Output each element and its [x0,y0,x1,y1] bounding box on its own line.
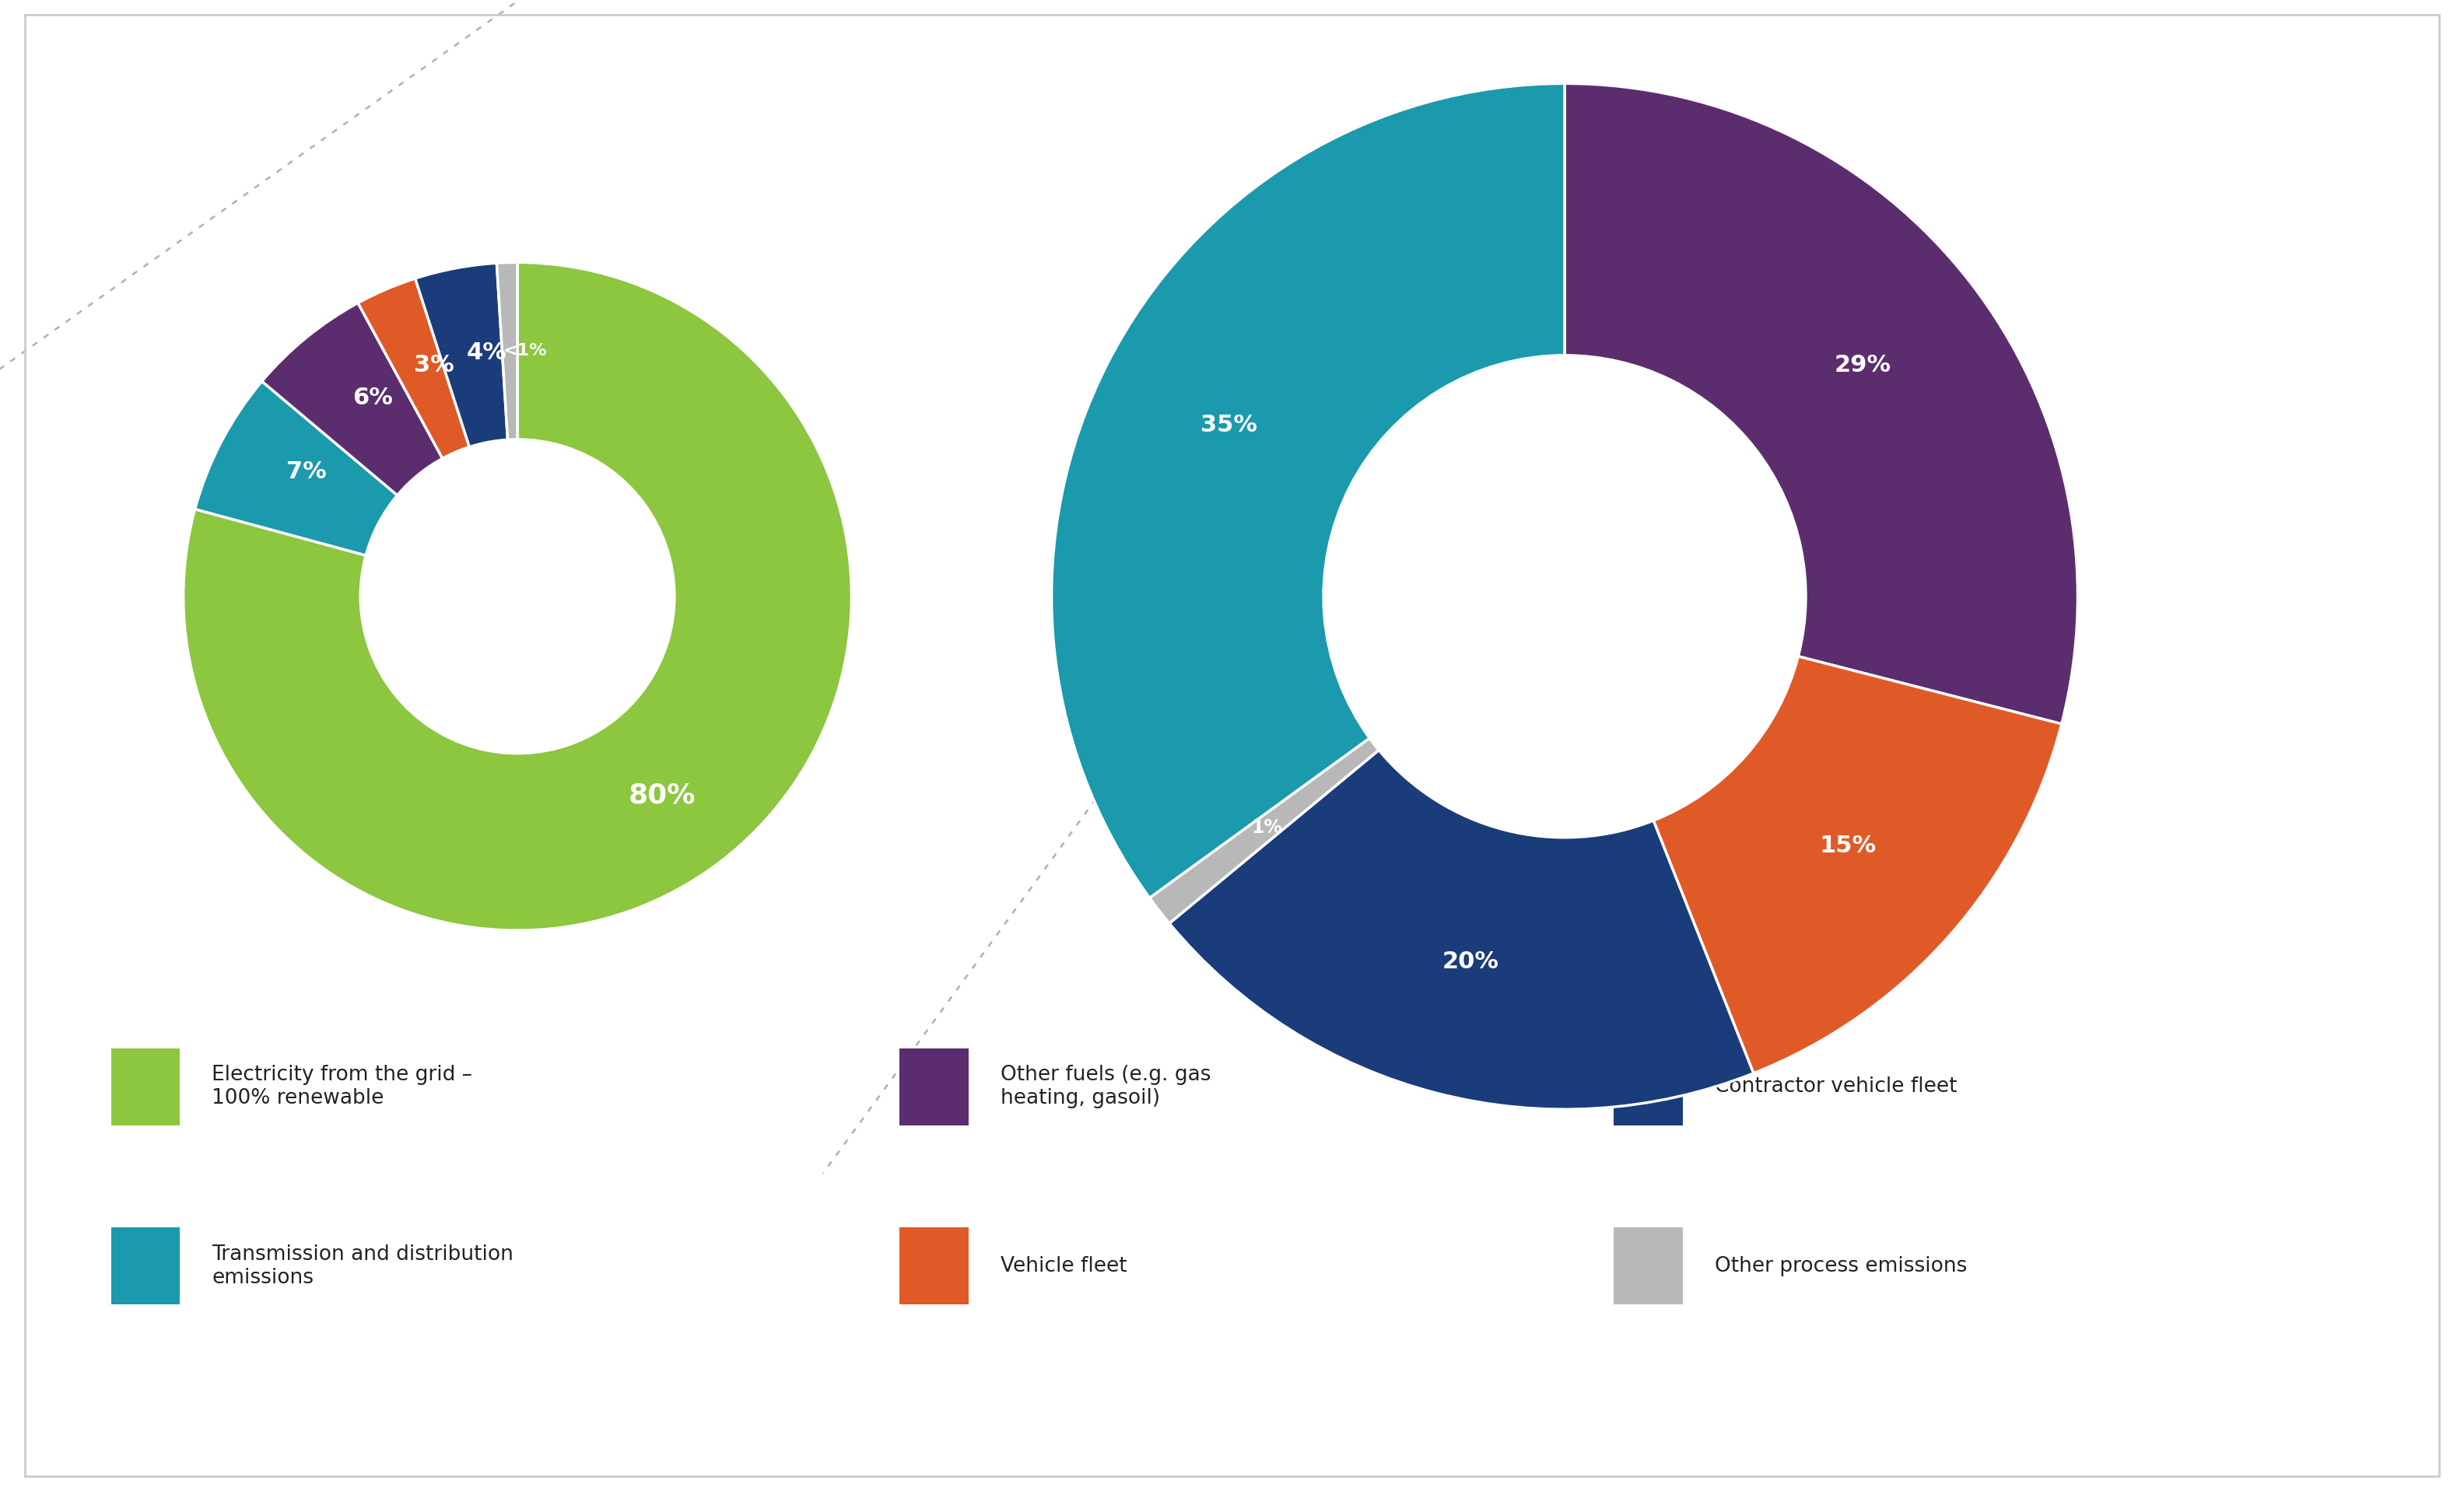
Bar [899,1048,968,1126]
Text: Vehicle fleet: Vehicle fleet [1000,1255,1126,1276]
Bar [111,1227,180,1305]
Wedge shape [261,303,444,495]
Wedge shape [182,262,853,930]
Text: 7%: 7% [286,461,325,483]
Text: 20%: 20% [1441,950,1498,972]
Wedge shape [1170,750,1754,1109]
Text: 15%: 15% [1818,835,1875,857]
Text: 35%: 35% [1200,414,1257,437]
Text: 80%: 80% [628,781,695,808]
Text: Other process emissions: Other process emissions [1715,1255,1966,1276]
Bar [1614,1227,1683,1305]
Bar [899,1227,968,1305]
Circle shape [360,440,675,753]
Bar [111,1048,180,1126]
Text: Electricity from the grid –
100% renewable: Electricity from the grid – 100% renewab… [212,1065,473,1109]
Text: 29%: 29% [1833,353,1890,377]
Wedge shape [1151,738,1380,923]
Wedge shape [195,382,397,555]
Wedge shape [1052,83,1565,898]
Text: Contractor vehicle fleet: Contractor vehicle fleet [1715,1077,1956,1097]
Wedge shape [1565,83,2077,725]
Wedge shape [357,279,468,458]
Text: Transmission and distribution
emissions: Transmission and distribution emissions [212,1243,513,1288]
Text: <1%: <1% [503,343,547,359]
Wedge shape [498,262,517,440]
Text: 4%: 4% [466,341,508,364]
Text: 3%: 3% [414,355,453,377]
Text: Other fuels (e.g. gas
heating, gasoil): Other fuels (e.g. gas heating, gasoil) [1000,1065,1210,1109]
Circle shape [1323,355,1806,838]
Text: 6%: 6% [352,386,394,409]
Bar [1614,1048,1683,1126]
Wedge shape [1653,656,2062,1074]
Wedge shape [416,262,508,447]
Text: 1%: 1% [1252,819,1281,836]
